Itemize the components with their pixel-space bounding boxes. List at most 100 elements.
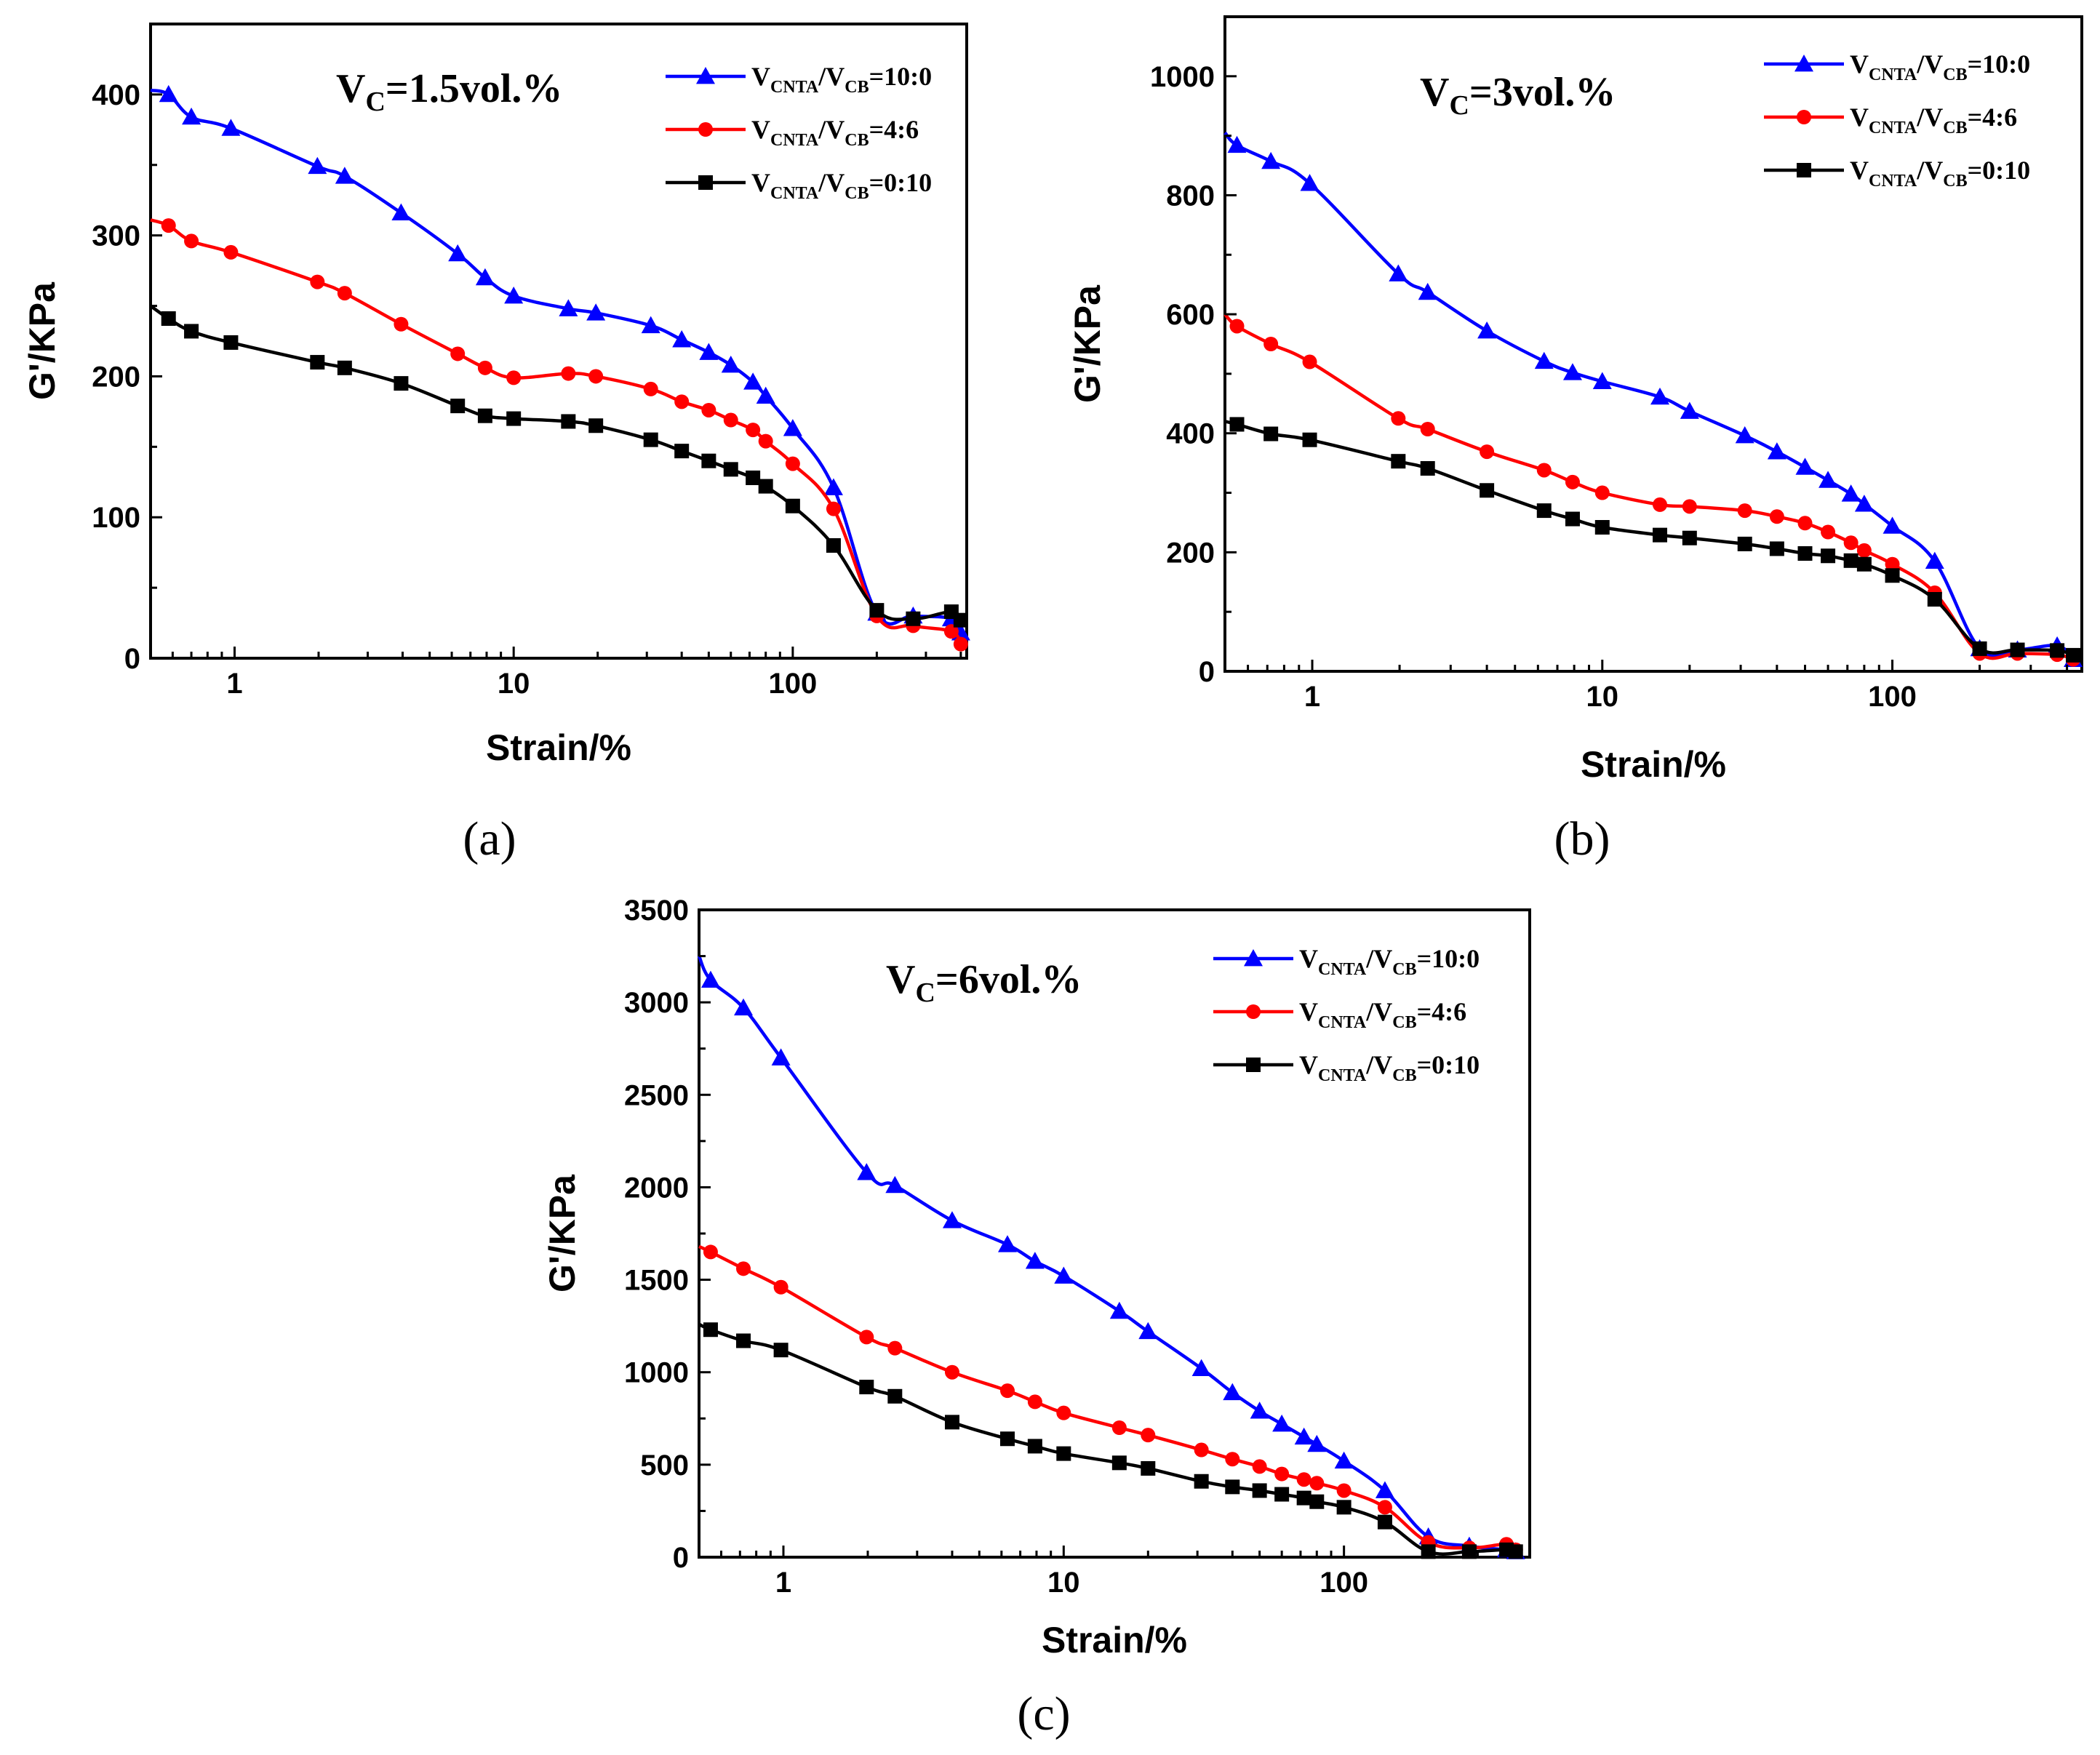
data-point-circle <box>785 456 800 471</box>
data-point-circle <box>1391 411 1406 426</box>
data-point-square <box>887 1388 903 1404</box>
y-tick-label: 0 <box>124 643 140 675</box>
data-point-square <box>1263 426 1279 441</box>
data-point-circle <box>506 370 522 385</box>
data-point-triangle <box>1592 372 1612 389</box>
data-point-circle <box>1536 463 1552 478</box>
panel-title: VC=1.5vol.% <box>336 66 562 117</box>
panel-label: (c) <box>1017 1687 1070 1740</box>
data-point-triangle <box>1109 1301 1129 1319</box>
data-point-circle <box>1737 503 1752 519</box>
data-point-triangle <box>586 303 606 321</box>
data-point-circle <box>643 381 658 396</box>
data-point-square <box>1111 1455 1127 1471</box>
panel-b: 0 200 400 600 800 1000 1 10 100 VC=3vol.% Strain… <box>1067 15 2083 865</box>
legend-label: VCNTA/VCB=4:6 <box>1850 103 2017 137</box>
data-point-square <box>785 498 800 513</box>
legend-label: VCNTA/VCB=0:10 <box>1850 156 2030 191</box>
legend-marker-square <box>698 175 713 190</box>
data-point-square <box>944 1415 959 1430</box>
data-point-square <box>223 335 239 350</box>
data-point-square <box>561 414 576 429</box>
data-point-square <box>337 360 352 375</box>
data-point-square <box>1420 461 1435 476</box>
data-point-triangle <box>1477 321 1497 339</box>
data-point-triangle <box>1818 471 1838 488</box>
data-point-circle <box>561 366 576 381</box>
data-point-square <box>2010 642 2025 657</box>
data-point-triangle <box>1261 151 1281 169</box>
data-point-triangle <box>771 1048 791 1066</box>
data-point-circle <box>1194 1442 1209 1458</box>
data-point-square <box>723 462 738 477</box>
data-point-triangle <box>1389 264 1408 281</box>
data-point-square <box>736 1333 751 1348</box>
panel-title: VC=6vol.% <box>886 957 1082 1008</box>
data-point-circle <box>1843 535 1859 551</box>
data-point-circle <box>1377 1500 1392 1515</box>
data-point-square <box>1391 454 1406 469</box>
legend-label: VCNTA/VCB=0:10 <box>1299 1050 1480 1085</box>
y-axis-title: G'/KPa <box>542 1174 583 1292</box>
data-point-square <box>1336 1500 1352 1515</box>
panel-c: 0 500 1000 1500 2000 2500 3000 3500 1 10 100 VC=6v… <box>542 895 1531 1740</box>
data-point-square <box>588 418 604 433</box>
x-tick-label: 100 <box>1868 681 1917 713</box>
legend: VCNTA/VCB=10:0 VCNTA/VCB=4:6 VCNTA/VCB=0:1… <box>1213 944 1480 1085</box>
data-point-triangle <box>335 167 354 184</box>
y-tick-label: 400 <box>1166 418 1215 450</box>
data-point-circle <box>1309 1476 1325 1491</box>
data-point-circle <box>773 1279 789 1295</box>
data-point-circle <box>1225 1452 1240 1467</box>
data-point-circle <box>1336 1483 1352 1498</box>
data-point-circle <box>999 1383 1015 1399</box>
y-tick-label: 200 <box>92 361 140 393</box>
data-point-circle <box>674 394 690 409</box>
y-tick-label: 2000 <box>624 1172 689 1204</box>
panel-label: (a) <box>463 812 516 865</box>
data-point-triangle <box>1375 1481 1394 1498</box>
y-tick-label: 300 <box>92 220 140 252</box>
legend-marker-triangle <box>696 67 715 84</box>
panel-a: 0 100 200 300 400 1 10 100 VC=1.5vol.% Strain/%… <box>22 23 970 865</box>
data-point-circle <box>1821 524 1836 540</box>
plot-frame <box>149 23 968 660</box>
x-tick-label: 10 <box>1047 1567 1080 1599</box>
data-point-square <box>1885 568 1900 583</box>
data-point-circle <box>736 1261 751 1276</box>
data-point-triangle <box>448 244 468 262</box>
y-tick-label: 0 <box>673 1542 689 1574</box>
y-tick-label: 500 <box>640 1450 689 1482</box>
x-tick-label: 1 <box>775 1567 791 1599</box>
data-point-square <box>643 432 658 447</box>
data-point-triangle <box>672 330 692 348</box>
legend: VCNTA/VCB=10:0 VCNTA/VCB=4:6 VCNTA/VCB=0:1… <box>1764 49 2030 191</box>
data-point-circle <box>758 433 773 449</box>
data-point-square <box>1252 1483 1267 1498</box>
data-point-triangle <box>997 1235 1017 1252</box>
legend-marker-circle <box>698 122 713 137</box>
y-tick-label: 400 <box>92 79 140 111</box>
x-tick-label: 100 <box>768 668 817 700</box>
data-point-square <box>773 1343 789 1358</box>
x-tick-label: 100 <box>1320 1567 1368 1599</box>
data-point-triangle <box>1227 135 1247 153</box>
data-point-circle <box>1274 1466 1290 1482</box>
data-point-square <box>1769 541 1784 556</box>
data-point-triangle <box>1250 1402 1269 1419</box>
data-point-circle <box>1769 509 1784 524</box>
series-line-4-6 <box>1223 313 2074 661</box>
panel-title: VC=3vol.% <box>1420 70 1616 121</box>
data-point-square <box>1821 548 1836 564</box>
data-point-triangle <box>1650 387 1669 405</box>
data-point-square <box>1194 1474 1209 1489</box>
y-tick-label: 1000 <box>624 1357 689 1389</box>
data-point-triangle <box>1300 174 1320 191</box>
data-point-triangle <box>1025 1252 1045 1269</box>
data-point-square <box>1480 483 1495 498</box>
data-point-circle <box>944 1364 959 1380</box>
legend-marker-triangle <box>1794 55 1813 72</box>
data-point-circle <box>1885 556 1900 572</box>
data-point-square <box>506 411 522 426</box>
data-point-square <box>999 1431 1015 1447</box>
